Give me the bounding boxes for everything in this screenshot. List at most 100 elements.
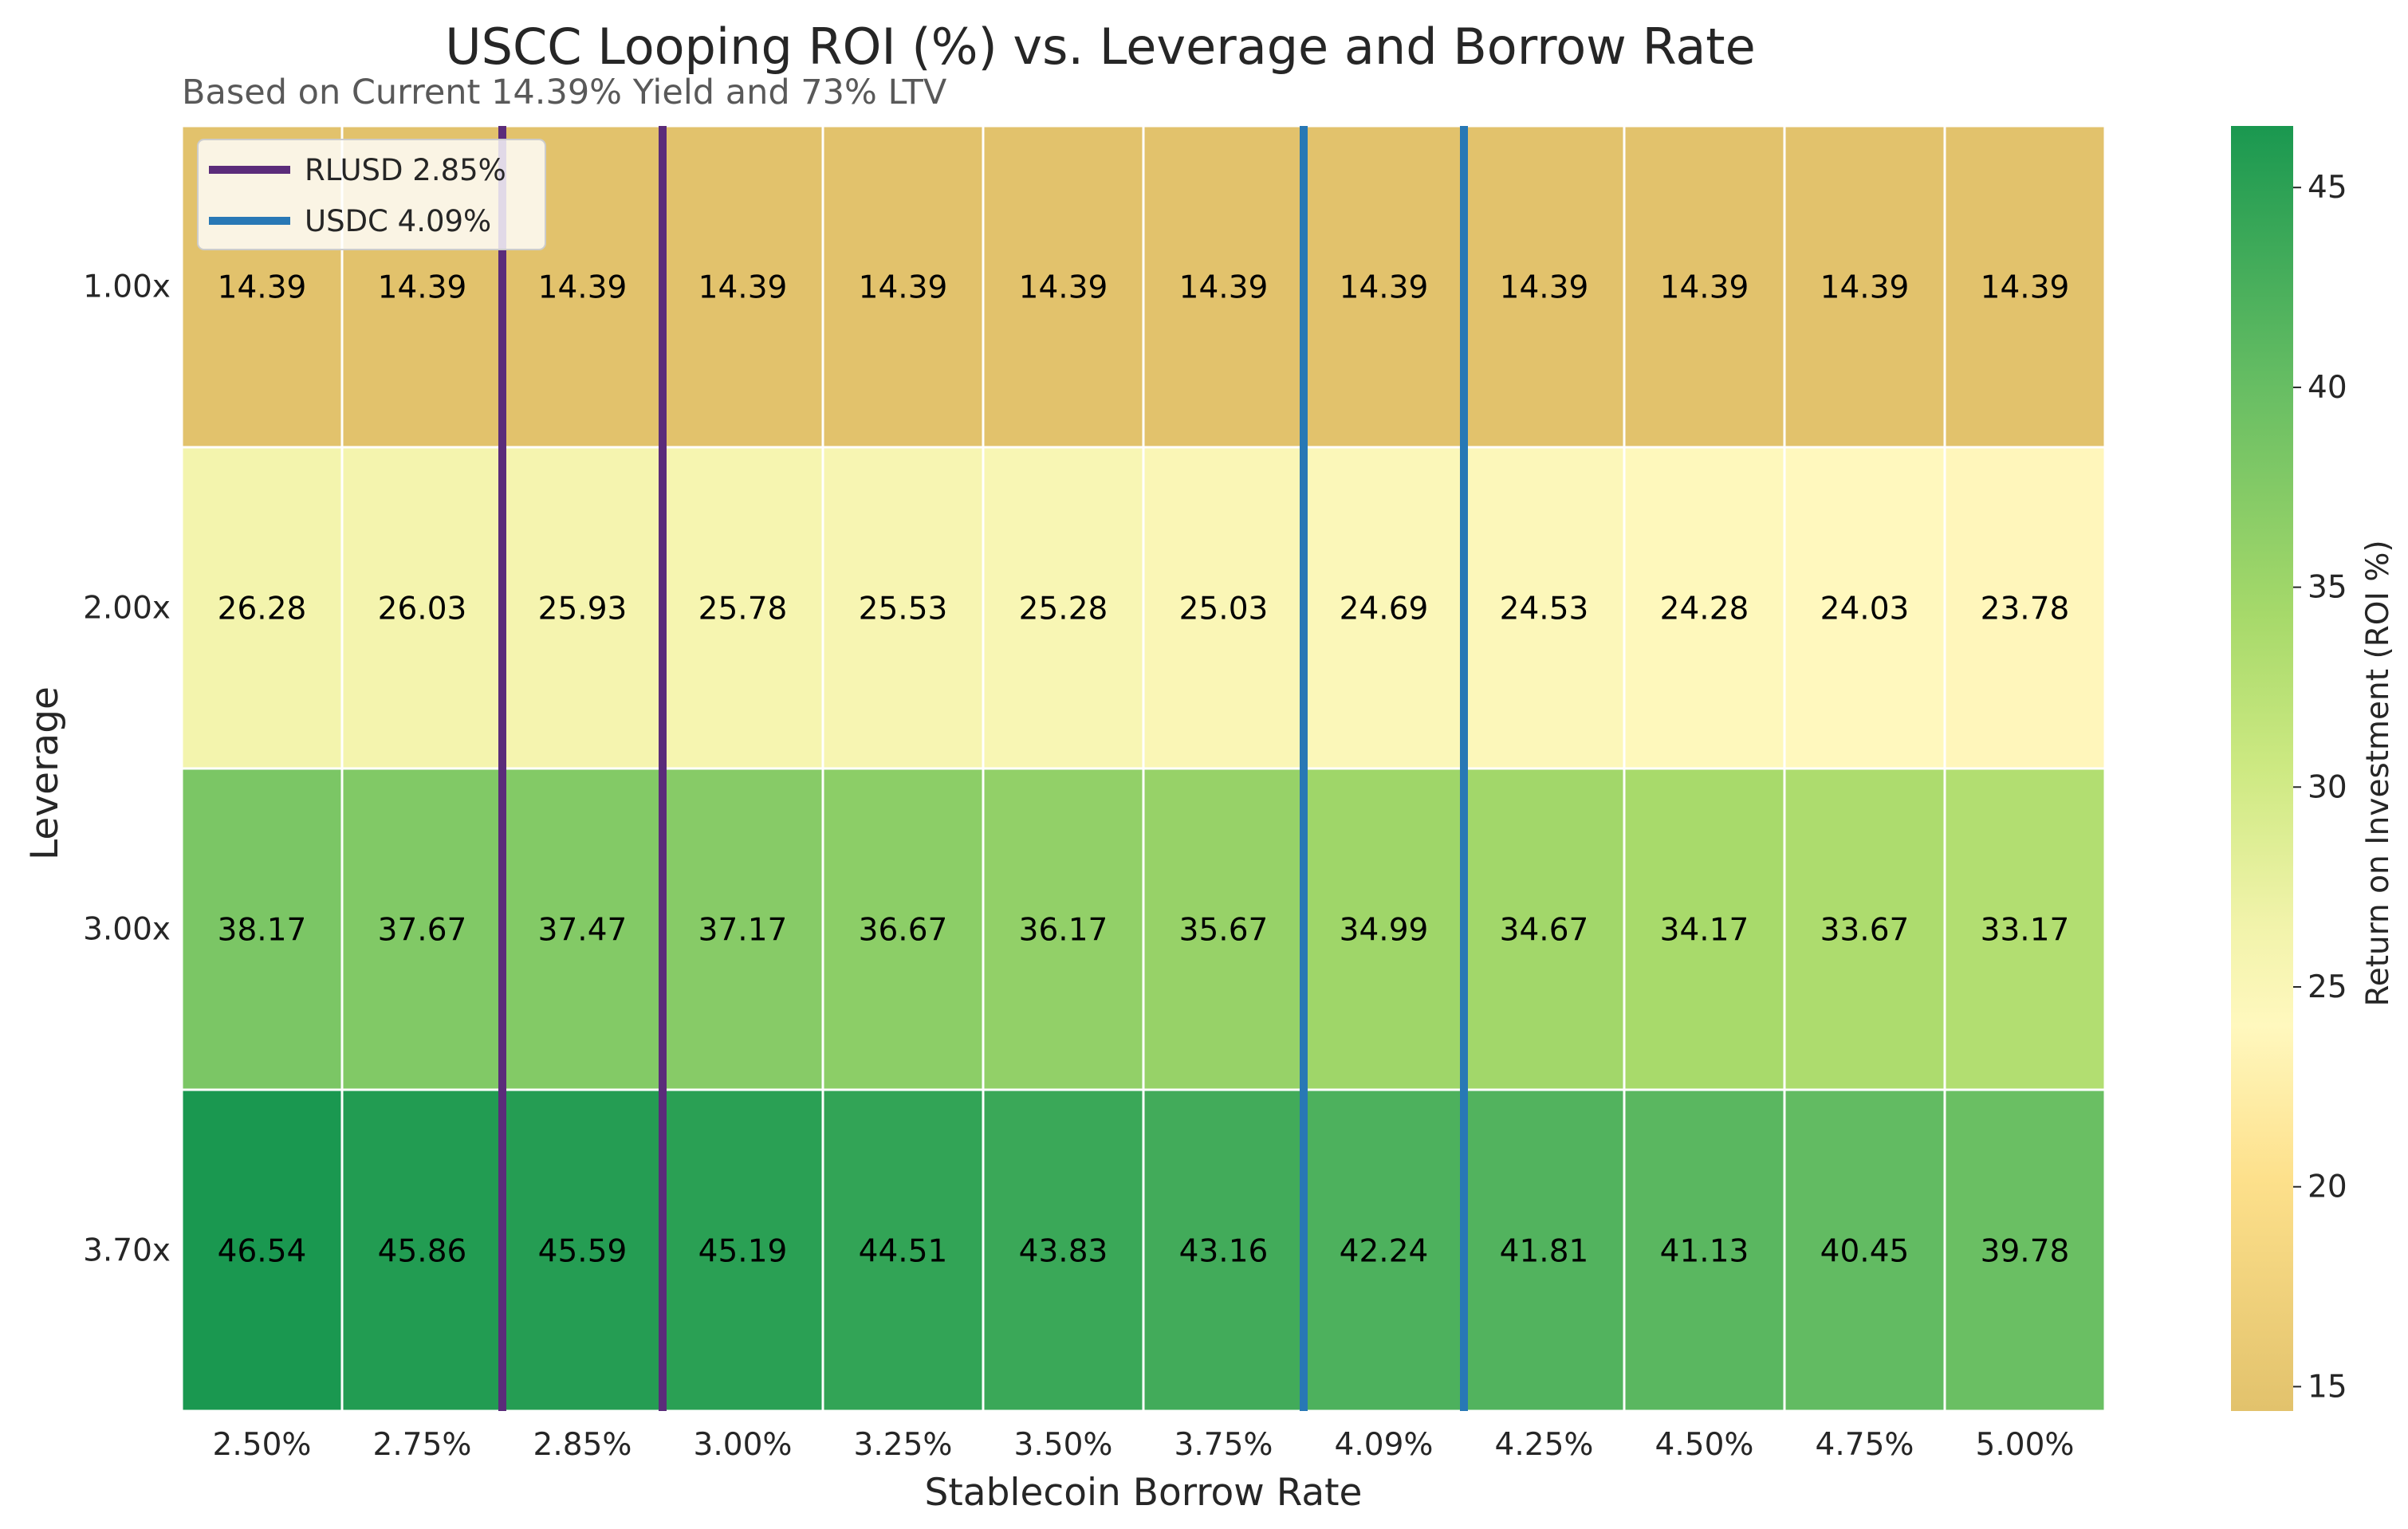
heatmap-cell — [1943, 446, 2107, 770]
heatmap-cell — [1783, 767, 1946, 1091]
x-tick-label: 2.85% — [533, 1427, 632, 1463]
cell-value-label: 14.39 — [378, 270, 467, 306]
colorbar: 15 20 25 30 35 40 45 — [2231, 126, 2347, 1411]
x-axis-ticks: 2.50% 2.75% 2.85% 3.00% 3.25% 3.50% 3.75% 4.09%… — [213, 1427, 2075, 1463]
y-tick-label: 2.00x — [83, 591, 171, 627]
heatmap-cells — [180, 124, 2107, 1413]
chart-subtitle: Based on Current 14.39% Yield and 73% LT… — [182, 73, 947, 112]
heatmap-cell — [1302, 446, 1466, 770]
y-axis-label: Leverage — [23, 686, 67, 860]
cell-value-label: 37.17 — [698, 913, 788, 949]
heatmap-cell — [501, 1088, 664, 1413]
legend: RLUSD 2.85% USDC 4.09% — [197, 139, 546, 250]
heatmap-cell — [1142, 446, 1305, 770]
heatmap-cell — [340, 446, 504, 770]
cell-value-label: 24.69 — [1340, 592, 1429, 627]
heatmap-cell — [661, 1088, 824, 1413]
colorbar-tick-label: 20 — [2308, 1169, 2347, 1205]
cell-value-label: 43.83 — [1019, 1234, 1108, 1270]
cell-value-label: 40.45 — [1820, 1234, 1910, 1270]
cell-value-label: 46.54 — [218, 1234, 307, 1270]
heatmap-cell — [1142, 1088, 1305, 1413]
heatmap-cell — [501, 767, 664, 1091]
x-tick-label: 2.75% — [373, 1427, 472, 1463]
cell-value-label: 25.28 — [1019, 592, 1108, 627]
heatmap-cell — [180, 446, 344, 770]
x-axis-label: Stablecoin Borrow Rate — [925, 1471, 1363, 1515]
heatmap-cell — [180, 1088, 344, 1413]
y-tick-label: 3.00x — [83, 912, 171, 948]
cell-value-label: 41.13 — [1660, 1234, 1749, 1270]
x-tick-label: 4.09% — [1335, 1427, 1434, 1463]
heatmap-cell — [1623, 446, 1786, 770]
heatmap-cell — [982, 1088, 1145, 1413]
legend-entry-label: RLUSD 2.85% — [305, 153, 506, 187]
cell-value-label: 26.28 — [218, 592, 307, 627]
cell-value-label: 14.39 — [1981, 270, 2070, 306]
colorbar-tick-label: 40 — [2308, 370, 2347, 406]
cell-value-label: 14.39 — [1019, 270, 1108, 306]
x-tick-label: 2.50% — [213, 1427, 312, 1463]
cell-value-label: 25.03 — [1179, 592, 1269, 627]
cell-value-label: 44.51 — [859, 1234, 948, 1270]
cell-value-label: 34.99 — [1340, 913, 1429, 949]
cell-value-label: 14.39 — [698, 270, 788, 306]
colorbar-gradient — [2231, 126, 2293, 1411]
cell-value-label: 14.39 — [538, 270, 628, 306]
y-tick-label: 1.00x — [83, 269, 171, 305]
cell-value-label: 42.24 — [1340, 1234, 1429, 1270]
cell-value-label: 37.67 — [378, 913, 467, 949]
cell-value-label: 34.67 — [1500, 913, 1589, 949]
colorbar-label: Return on Investment (ROI %) — [2360, 540, 2396, 1006]
cell-value-label: 24.53 — [1500, 592, 1589, 627]
cell-value-label: 45.19 — [698, 1234, 788, 1270]
heatmap-cell — [982, 124, 1145, 449]
cell-value-label: 26.03 — [378, 592, 467, 627]
cell-value-label: 14.39 — [1500, 270, 1589, 306]
heatmap-cell — [661, 767, 824, 1091]
heatmap-cell — [1462, 1088, 1626, 1413]
cell-value-label: 23.78 — [1981, 592, 2070, 627]
heatmap-cell — [1142, 767, 1305, 1091]
heatmap-cell — [1783, 446, 1946, 770]
y-axis-ticks: 1.00x 2.00x 3.00x 3.70x — [83, 269, 171, 1269]
cell-value-label: 35.67 — [1179, 913, 1269, 949]
heatmap-cell — [661, 124, 824, 449]
reference-lines — [498, 126, 1468, 1411]
chart-title: USCC Looping ROI (%) vs. Leverage and Bo… — [445, 18, 1756, 76]
cell-value-label: 14.39 — [1660, 270, 1749, 306]
cell-value-label: 36.17 — [1019, 913, 1108, 949]
x-tick-label: 4.25% — [1495, 1427, 1594, 1463]
cell-value-label: 39.78 — [1981, 1234, 2070, 1270]
cell-value-label: 38.17 — [218, 913, 307, 949]
heatmap-cell — [1943, 767, 2107, 1091]
cell-value-label: 14.39 — [859, 270, 948, 306]
cell-value-label: 43.16 — [1179, 1234, 1269, 1270]
heatmap-cell — [1943, 124, 2107, 449]
cell-value-label: 24.03 — [1820, 592, 1910, 627]
heatmap-cell — [1943, 1088, 2107, 1413]
x-tick-label: 3.00% — [694, 1427, 793, 1463]
cell-value-label: 24.28 — [1660, 592, 1749, 627]
heatmap-cell — [982, 446, 1145, 770]
cell-value-label: 33.17 — [1981, 913, 2070, 949]
heatmap-cell — [340, 1088, 504, 1413]
colorbar-tick-label: 25 — [2308, 969, 2347, 1005]
cell-value-label: 34.17 — [1660, 913, 1749, 949]
legend-entry-label: USDC 4.09% — [305, 204, 491, 238]
cell-value-label: 14.39 — [1340, 270, 1429, 306]
x-tick-label: 3.25% — [854, 1427, 953, 1463]
x-tick-label: 4.50% — [1655, 1427, 1754, 1463]
cell-value-label: 14.39 — [1820, 270, 1910, 306]
cell-value-label: 25.78 — [698, 592, 788, 627]
cell-value-label: 33.67 — [1820, 913, 1910, 949]
colorbar-tick-label: 30 — [2308, 769, 2347, 805]
cell-value-label: 14.39 — [218, 270, 307, 306]
cell-value-label: 14.39 — [1179, 270, 1269, 306]
heatmap-cell — [1462, 446, 1626, 770]
heatmap-cell — [821, 124, 985, 449]
cell-value-label: 45.86 — [378, 1234, 467, 1270]
heatmap-cell — [1623, 124, 1786, 449]
colorbar-tick-label: 45 — [2308, 170, 2347, 206]
